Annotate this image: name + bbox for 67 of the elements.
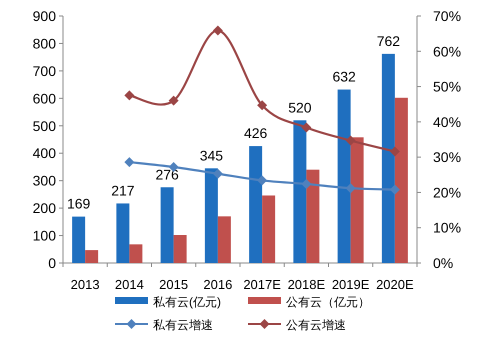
legend-label: 私有云(亿元): [153, 295, 221, 309]
data-label: 276: [155, 166, 180, 182]
data-label: 426: [244, 125, 268, 142]
legend-label: 私有云增速: [153, 318, 213, 332]
y-tick-label: 200: [32, 200, 56, 216]
bar: [382, 54, 395, 263]
x-tick-label: 2013: [70, 277, 100, 292]
x-tick-label: 2020E: [376, 277, 414, 292]
point: [168, 96, 179, 106]
y-tick-label: 300: [32, 172, 56, 189]
x-tick-label: 2015: [159, 277, 188, 292]
x-tick-label: 2016: [203, 277, 232, 292]
data-label: 217: [111, 182, 135, 198]
y2-tick-label: 60%: [433, 43, 462, 60]
bar: [306, 170, 320, 263]
y2-tick-label: 50%: [433, 78, 462, 95]
bar: [129, 244, 142, 263]
bar: [338, 90, 351, 263]
bar: [204, 168, 218, 263]
y2-tick-label: 40%: [433, 114, 462, 130]
legend-label: 公有云增速: [286, 318, 346, 332]
y-tick-label: 600: [32, 90, 56, 106]
y-tick-label: 800: [32, 35, 56, 52]
bar: [394, 98, 408, 263]
bar: [72, 216, 86, 263]
point: [390, 146, 400, 156]
x-tick-label: 2019E: [332, 277, 370, 292]
point: [346, 136, 356, 146]
y-tick-label: 500: [32, 118, 56, 134]
bar: [218, 216, 231, 263]
y-tick-label: 0: [48, 255, 56, 271]
point: [257, 100, 268, 110]
point: [301, 178, 312, 189]
legend-label: 公有云（亿元）: [286, 295, 370, 309]
bar: [116, 203, 130, 263]
y-tick-label: 400: [32, 145, 56, 162]
x-tick-label: 2014: [114, 277, 144, 292]
y-tick-label: 900: [32, 8, 56, 24]
point: [301, 122, 312, 133]
y2-tick-label: 70%: [433, 8, 462, 24]
data-label: 632: [332, 68, 356, 85]
y2-tick-label: 20%: [433, 184, 462, 200]
bar: [262, 195, 276, 263]
bar: [85, 250, 98, 263]
y2-tick-label: 10%: [433, 220, 462, 236]
point: [346, 183, 356, 194]
data-label: 762: [376, 32, 400, 49]
y2-tick-label: 0%: [433, 255, 454, 271]
bar: [174, 235, 187, 263]
point: [390, 184, 400, 195]
bar: [350, 137, 364, 263]
y-tick-label: 700: [32, 62, 56, 79]
bar: [160, 187, 174, 263]
data-label: 520: [288, 99, 312, 116]
x-tick-label: 2018E: [288, 277, 326, 292]
point: [124, 157, 134, 168]
x-tick-label: 2017E: [243, 277, 282, 292]
point: [257, 175, 268, 186]
y-tick-label: 100: [32, 228, 56, 244]
y2-tick-label: 30%: [433, 149, 462, 166]
point: [212, 168, 223, 179]
data-label: 169: [66, 196, 91, 212]
data-label: 345: [200, 147, 224, 164]
point: [212, 25, 223, 36]
point: [124, 90, 134, 100]
bar: [249, 146, 262, 263]
bar: [293, 120, 306, 263]
